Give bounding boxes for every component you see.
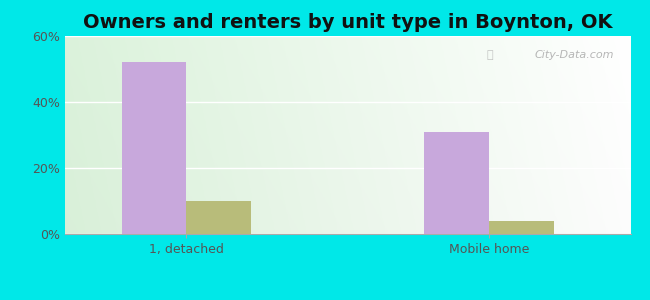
Title: Owners and renters by unit type in Boynton, OK: Owners and renters by unit type in Boynt… [83,13,612,32]
Bar [186,201,251,234]
Text: City-Data.com: City-Data.com [534,50,614,60]
Text: ⓘ: ⓘ [486,50,493,60]
Bar [489,221,554,234]
Bar [424,132,489,234]
Bar [122,62,186,234]
